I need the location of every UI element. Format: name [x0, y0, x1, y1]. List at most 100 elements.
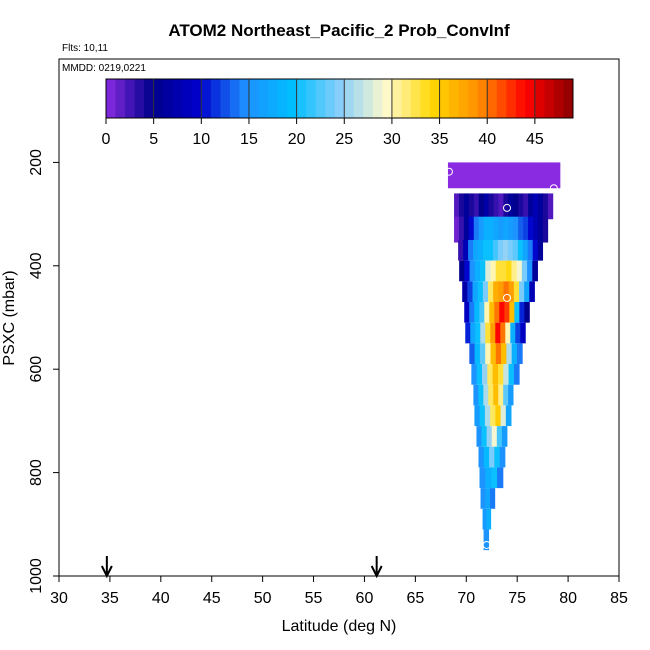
colorbar-segment	[144, 79, 155, 118]
heatmap-cell	[495, 322, 501, 344]
heatmap-cell	[489, 446, 495, 468]
heatmap-cell	[473, 216, 480, 243]
heatmap-cell	[519, 301, 525, 323]
heatmap-cell	[480, 322, 486, 344]
colorbar-segment	[172, 79, 183, 118]
heatmap-cell	[490, 322, 496, 344]
heatmap-cell	[522, 239, 529, 261]
heatmap-cell	[488, 162, 495, 189]
heatmap-cell	[490, 405, 496, 427]
heatmap-cell	[503, 384, 509, 406]
heatmap-cell	[529, 281, 535, 302]
heatmap-cell	[523, 193, 529, 220]
colorbar-segment	[563, 79, 574, 118]
colorbar-segment	[134, 79, 145, 118]
y-axis-title: PSXC (mbar)	[1, 270, 18, 365]
colorbar: 0 5 10 15 20 25 30 35 40 45	[102, 78, 574, 148]
colorbar-segment	[106, 79, 117, 118]
heatmap-cell	[521, 260, 528, 282]
heatmap-cell	[463, 216, 470, 243]
colorbar-segment	[391, 79, 402, 118]
heatmap-cell	[483, 193, 490, 220]
heatmap-cell	[497, 239, 504, 261]
heatmap-cell	[483, 384, 489, 406]
heatmap-cell	[477, 281, 484, 302]
heatmap-cell	[489, 301, 495, 323]
x-axis-title: Latitude (deg N)	[282, 618, 397, 635]
x-tick-label: 80	[559, 590, 577, 607]
heatmap-cell	[495, 260, 502, 282]
heatmap-cell	[486, 426, 493, 447]
colorbar-segment	[296, 79, 307, 118]
heatmap-cell	[493, 384, 499, 406]
heatmap-cell	[483, 162, 490, 189]
heatmap-cell	[474, 260, 481, 282]
colorbar-tick-label: 0	[102, 131, 111, 148]
heatmap-cell	[492, 364, 499, 385]
heatmap-cell	[447, 162, 454, 189]
heatmap-cell	[501, 343, 507, 365]
heatmap-cell	[503, 162, 510, 189]
heatmap-cell	[464, 260, 470, 282]
heatmap-cell	[464, 301, 470, 323]
heatmap-cell	[532, 260, 538, 282]
heatmap-cell	[512, 239, 519, 261]
heatmap-cell	[502, 239, 509, 261]
colorbar-segment	[515, 79, 526, 118]
heatmap-cell	[479, 467, 486, 489]
colorbar-segment	[410, 79, 422, 118]
chart-title: ATOM2 Northeast_Pacific_2 Prob_ConvInf	[168, 21, 510, 40]
heatmap-cell	[459, 260, 465, 282]
colorbar-segment	[287, 79, 298, 118]
heatmap-cell	[479, 343, 486, 365]
heatmap-cell	[469, 260, 476, 282]
heatmap-cell	[493, 281, 499, 302]
x-tick-label: 65	[406, 590, 424, 607]
colorbar-tick-label: 30	[383, 131, 401, 148]
heatmap-cell	[481, 426, 488, 447]
colorbar-segment	[430, 79, 441, 118]
heatmap-cell	[462, 281, 468, 302]
heatmap-cell	[503, 193, 509, 220]
heatmap-cell	[483, 446, 490, 468]
colorbar-segment	[182, 79, 193, 118]
colorbar-tick-label: 35	[431, 131, 449, 148]
heatmap-cell	[494, 446, 501, 468]
heatmap-cell	[454, 216, 460, 243]
colorbar-segment	[220, 79, 231, 118]
colorbar-segment	[248, 79, 259, 118]
heatmap-cell	[537, 216, 544, 243]
heatmap-cell	[528, 193, 534, 220]
y-tick-label: 600	[28, 356, 45, 383]
colorbar-segment	[125, 79, 136, 118]
heatmap-cell	[527, 260, 533, 282]
heatmap-cell	[468, 193, 475, 220]
x-tick-label: 55	[305, 590, 323, 607]
heatmap-cell	[478, 239, 484, 261]
colorbar-segment	[229, 79, 240, 118]
heatmap-cell	[508, 281, 515, 302]
heatmap-cell	[454, 193, 460, 220]
heatmap-cell	[490, 260, 497, 282]
heatmap-cell	[547, 193, 554, 220]
heatmap-cell	[510, 322, 516, 344]
heatmap-cell	[532, 216, 539, 243]
colorbar-segment	[277, 79, 288, 118]
latitude-arrows	[100, 556, 383, 579]
heatmap-cell	[469, 301, 475, 323]
heatmap-cell	[467, 281, 473, 302]
heatmap-cell	[479, 301, 485, 323]
heatmap-cell	[497, 467, 504, 489]
heatmap-cell	[515, 322, 521, 344]
heatmap-cell	[506, 260, 512, 282]
colorbar-segment	[363, 79, 374, 118]
heatmap-cell	[498, 162, 505, 189]
heatmap-cell	[528, 216, 534, 243]
heatmap-cell	[518, 193, 524, 220]
heatmap-cell	[524, 301, 530, 323]
heatmap-cell	[490, 488, 496, 509]
heatmap-cell	[473, 162, 479, 189]
heatmap-cell	[495, 343, 502, 365]
dates-label: MMDD: 0219,0221	[62, 63, 146, 74]
heatmap-cell	[524, 281, 530, 302]
